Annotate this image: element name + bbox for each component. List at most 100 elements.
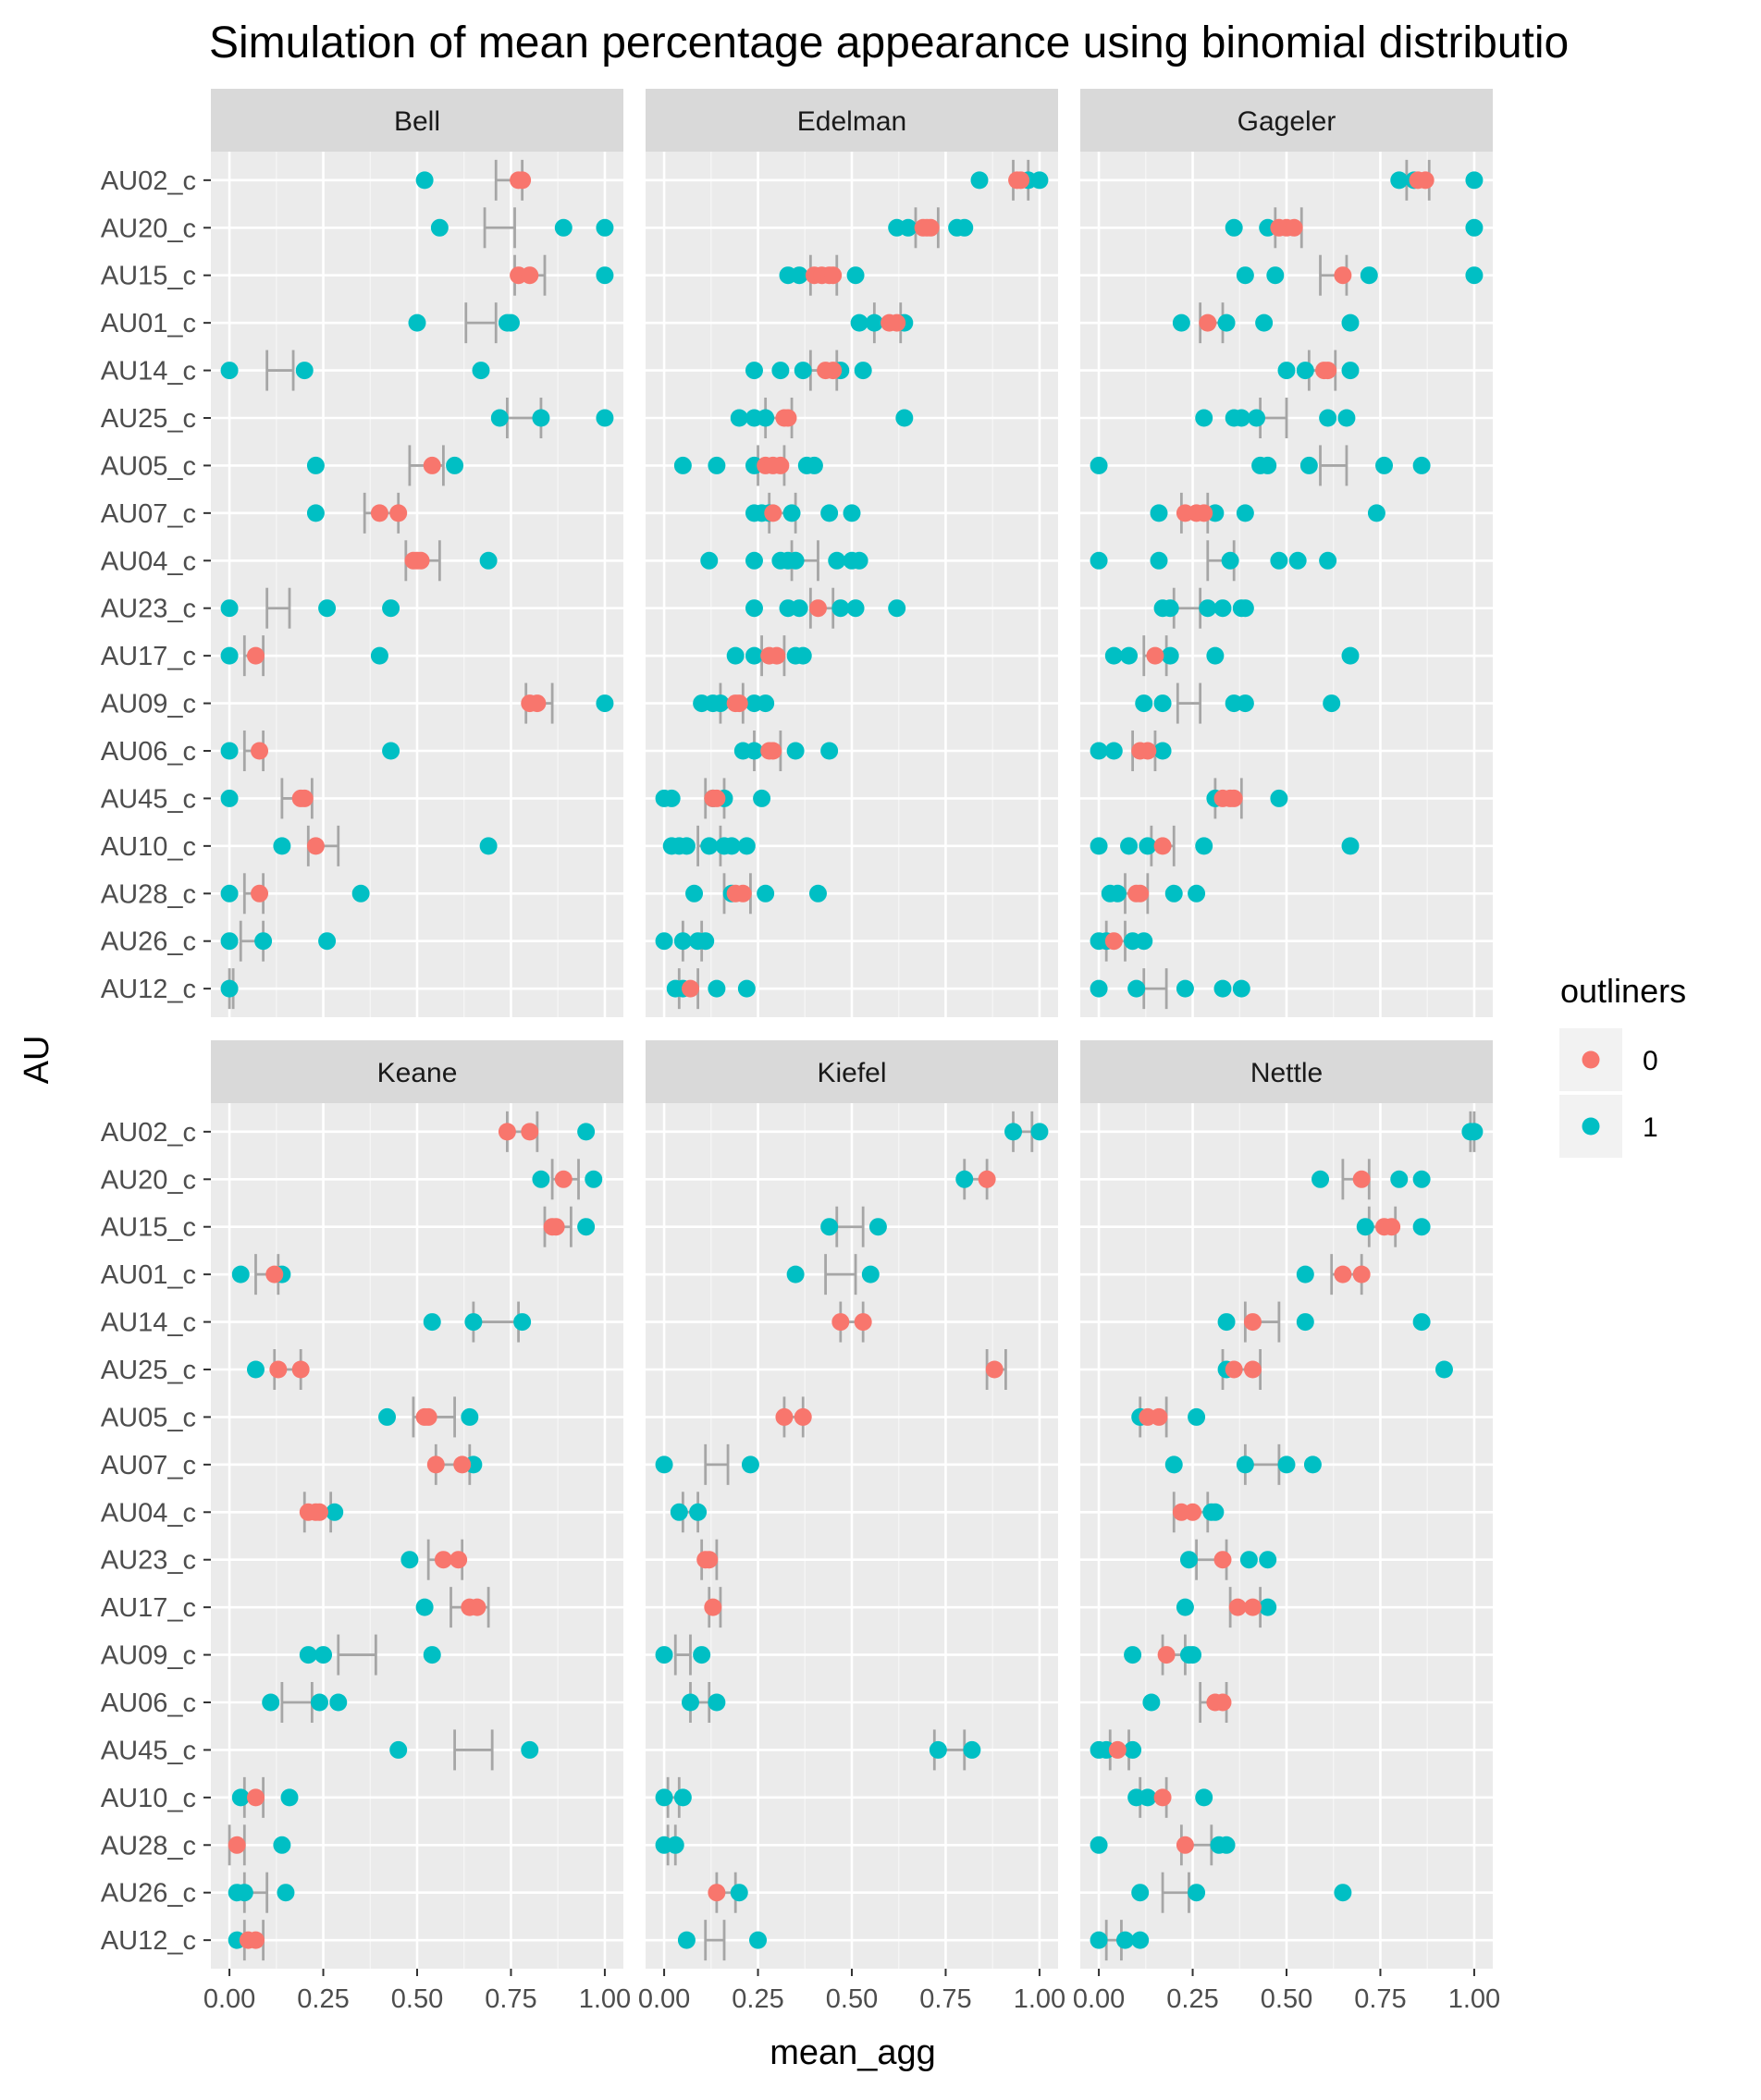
data-row [1090,1824,1236,1866]
y-tick-label: AU14_c [101,357,196,387]
point-outliner-1 [1341,313,1360,332]
y-tick-label: AU12_c [101,975,196,1004]
x-tick-label: 1.00 [1448,1984,1500,2014]
point-outliner-1 [231,1788,250,1807]
point-outliner-1 [1176,979,1194,998]
point-outliner-1 [757,694,775,713]
point-outliner-1 [1217,1836,1236,1854]
point-outliner-0 [764,742,782,760]
facet-panel-nettle: Nettle 0.00 0.25 0.50 0.75 1.00 [1073,1040,1500,2014]
point-outliner-1 [306,456,325,474]
data-row [1150,492,1385,534]
point-outliner-1 [1435,1360,1453,1379]
data-row [220,968,239,1010]
facet-panel-kiefel: Kiefel 0.00 0.25 0.50 0.75 1.00 [638,1040,1065,2014]
y-tick-label: AU25_c [101,404,196,434]
point-outliner-1 [314,1646,333,1664]
data-row [666,968,756,1010]
point-outliner-0 [1228,1598,1247,1616]
panels-layer: Bell AU02_c AU20_c AU15_c AU01_c AU14_c AU25_c… [101,89,1500,2014]
point-outliner-1 [220,884,239,903]
point-outliner-1 [1131,1931,1150,1949]
point-outliner-1 [326,1503,344,1521]
legend-entry-label: 0 [1643,1046,1658,1076]
x-tick-label: 0.75 [919,1984,971,2014]
data-row [220,920,337,962]
data-row [1172,302,1360,344]
point-outliner-1 [1217,1313,1236,1332]
point-outliner-1 [1188,884,1206,903]
point-outliner-1 [1360,266,1378,285]
point-outliner-0 [768,646,786,665]
data-row [1461,1111,1484,1152]
point-outliner-1 [1131,1884,1150,1902]
facet-strip [646,1040,1058,1103]
y-tick-label: AU05_c [101,451,196,481]
point-outliner-1 [963,1740,981,1759]
point-outliner-1 [689,1503,708,1521]
data-row [415,1587,490,1628]
point-outliner-1 [1184,1646,1202,1664]
point-outliner-0 [1153,837,1172,855]
point-outliner-1 [1303,1455,1322,1474]
point-outliner-0 [764,504,782,522]
point-outliner-1 [554,218,573,237]
point-outliner-1 [479,551,498,570]
point-outliner-1 [1319,551,1337,570]
point-outliner-1 [1135,932,1153,951]
point-outliner-1 [843,504,861,522]
point-outliner-1 [850,313,868,332]
point-outliner-1 [662,789,681,807]
point-outliner-1 [1255,313,1274,332]
point-outliner-1 [685,884,704,903]
point-outliner-1 [220,979,239,998]
data-row [220,587,400,629]
point-outliner-1 [794,362,812,380]
point-outliner-1 [854,362,872,380]
point-outliner-1 [708,1693,726,1712]
point-outliner-1 [295,362,314,380]
y-tick-label: AU45_c [101,784,196,814]
data-row [246,1349,310,1390]
y-tick-label: AU10_c [101,832,196,862]
point-outliner-1 [585,1170,603,1188]
point-outliner-0 [419,1407,437,1426]
y-tick-label: AU23_c [101,595,196,624]
point-outliner-0 [1199,313,1217,332]
data-row [726,635,812,677]
data-row [262,1682,348,1723]
point-outliner-1 [1375,456,1394,474]
point-outliner-1 [1090,551,1108,570]
data-row [733,731,839,771]
point-outliner-0 [468,1598,486,1616]
facet-panel-gageler: Gageler [1080,89,1493,1017]
data-row [708,1872,748,1913]
point-outliner-1 [389,1740,408,1759]
point-outliner-0 [370,504,388,522]
y-tick-label: AU25_c [101,1356,196,1385]
data-row [1179,1539,1277,1580]
y-tick-label: AU20_c [101,214,196,243]
point-outliner-1 [1465,1123,1484,1141]
point-outliner-1 [1337,409,1356,427]
point-outliner-0 [808,599,827,618]
data-row [415,159,532,201]
data-row [700,540,868,582]
point-outliner-0 [1352,1265,1371,1283]
y-tick-label: AU20_c [101,1165,196,1195]
x-tick-label: 0.50 [1261,1984,1312,2014]
point-outliner-1 [673,1788,692,1807]
point-outliner-1 [1232,979,1250,998]
point-outliner-0 [985,1360,1004,1379]
data-row [730,398,914,438]
point-outliner-1 [1248,409,1266,427]
y-tick-label: AU15_c [101,262,196,291]
data-row [306,445,464,486]
point-outliner-1 [220,599,239,618]
facet-strip-label: Edelman [797,106,906,137]
point-outliner-1 [577,1123,596,1141]
point-outliner-1 [805,456,823,474]
data-row [970,159,1049,201]
point-outliner-1 [220,742,239,760]
point-outliner-1 [1334,1884,1352,1902]
